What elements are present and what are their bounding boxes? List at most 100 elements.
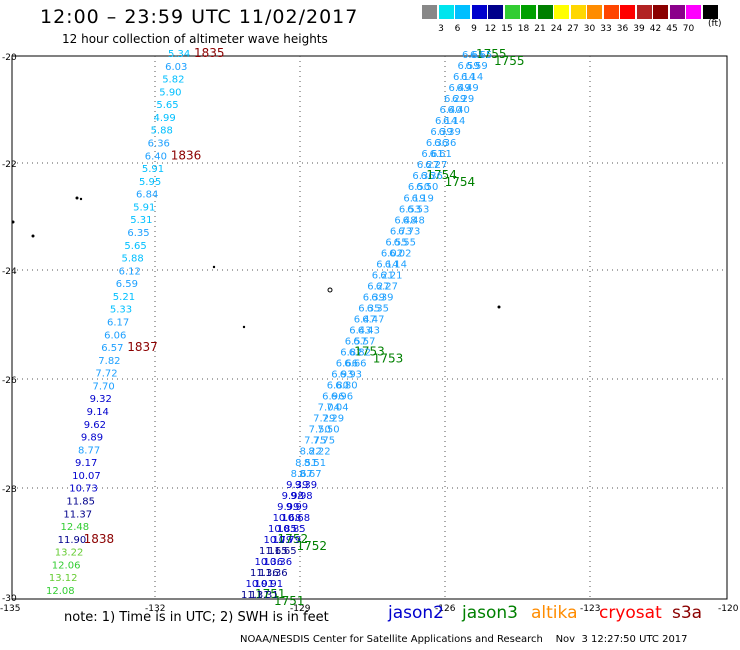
wave-height-label: 9.98 — [282, 491, 304, 502]
wave-height-label: 6.53 — [399, 204, 421, 215]
scale-swatch — [537, 5, 553, 19]
wave-height-label: 6.53 — [407, 204, 429, 215]
time-label: 1754 — [445, 175, 476, 189]
wave-height-label: 5.90 — [159, 87, 181, 98]
wave-height-label: 9.98 — [290, 491, 312, 502]
lat-label: -26 — [2, 376, 17, 386]
satellite-name-altika: altika — [531, 603, 578, 623]
scale-swatch — [438, 5, 454, 19]
wave-height-label: 5.65 — [156, 100, 178, 111]
scale-label: 9 — [471, 24, 477, 34]
wave-height-label: 6.21 — [380, 270, 402, 281]
time-label: 1753 — [354, 345, 385, 359]
wave-height-label: 6.39 — [430, 127, 452, 138]
satellite-name-s3a: s3a — [672, 603, 703, 623]
wave-height-label: 6.66 — [336, 359, 358, 370]
wave-height-label: 6.35 — [358, 303, 380, 314]
time-label: 1755 — [494, 54, 525, 68]
wave-height-label: 13.22 — [55, 548, 84, 559]
scale-swatch — [471, 5, 487, 19]
scale-swatch — [702, 5, 718, 19]
wave-height-label: 6.36 — [426, 138, 448, 149]
wave-height-label: 6.39 — [363, 292, 385, 303]
scale-label: 39 — [633, 24, 645, 34]
wave-height-label: 10.91 — [246, 579, 275, 590]
island — [327, 287, 333, 293]
wave-height-label: 6.19 — [403, 193, 425, 204]
wave-height-label: 6.59 — [116, 279, 138, 290]
scale-swatch — [570, 5, 586, 19]
time-label: 1754 — [426, 168, 457, 182]
wave-height-label: 10.07 — [72, 471, 101, 482]
wave-height-label: 10.68 — [273, 513, 302, 524]
wave-height-label: 7.50 — [317, 425, 339, 436]
wave-height-label: 4.99 — [153, 113, 175, 124]
scale-swatch — [587, 5, 602, 19]
wave-height-label: 8.51 — [295, 458, 317, 469]
scale-label: 30 — [583, 24, 596, 34]
wave-height-label: 6.14 — [435, 116, 457, 127]
wave-height-label: 7.75 — [313, 436, 335, 447]
wave-height-label: 6.48 — [403, 215, 425, 226]
wave-height-label: 5.88 — [151, 126, 173, 137]
wave-height-label: 6.02 — [381, 248, 403, 259]
wave-height-label: 11.36 — [250, 568, 279, 579]
wave-height-label: 6.80 — [327, 381, 349, 392]
wave-height-label: 6.21 — [372, 270, 394, 281]
wave-height-label: 6.65 — [462, 50, 484, 61]
scale-swatch — [620, 5, 635, 19]
wave-height-label: 6.43 — [358, 326, 380, 337]
wave-height-label: 6.27 — [417, 160, 439, 171]
wave-height-label: 9.17 — [75, 458, 97, 469]
wave-height-label: 11.31 — [250, 590, 279, 601]
wave-height-label: 6.27 — [425, 160, 447, 171]
wave-height-label: 6.03 — [165, 62, 187, 73]
wave-height-label: 6.40 — [448, 105, 470, 116]
wave-height-label: 6.61 — [421, 149, 443, 160]
wave-height-label: 13.12 — [49, 573, 78, 584]
wave-height-label: 5.82 — [162, 75, 184, 86]
wave-height-label: 6.50 — [408, 182, 430, 193]
time-label: 1753 — [373, 352, 404, 366]
wave-height-label: 11.85 — [66, 497, 95, 508]
scale-swatch — [521, 5, 536, 19]
wave-height-label: 6.80 — [335, 381, 357, 392]
wave-height-label: 6.47 — [362, 314, 384, 325]
wave-height-label: 6.82 — [340, 348, 362, 359]
islands — [11, 196, 501, 329]
wave-height-label: 8.67 — [299, 469, 321, 480]
wave-height-label: 6.27 — [367, 281, 389, 292]
lat-label: -28 — [2, 485, 17, 495]
wave-height-label: 5.95 — [139, 177, 161, 188]
lon-label: -120 — [718, 604, 739, 614]
wave-height-label: 9.99 — [277, 502, 299, 513]
wave-height-label: 6.59 — [466, 61, 488, 72]
wave-height-label: 6.82 — [349, 348, 371, 359]
wave-height-label: 6.29 — [444, 94, 466, 105]
wave-height-label: 6.14 — [443, 116, 465, 127]
wave-height-label: 6.40 — [145, 151, 167, 162]
lon-label: -123 — [580, 604, 600, 614]
wave-height-label: 9.99 — [286, 502, 308, 513]
scale-label: 6 — [454, 24, 461, 34]
wave-height-label: 6.14 — [385, 259, 407, 270]
time-label: 1755 — [476, 47, 507, 61]
wave-height-label: 8.51 — [304, 458, 326, 469]
scale-swatch — [455, 5, 470, 19]
wave-height-label: 11.90 — [58, 535, 87, 546]
wave-height-label: 5.34 — [168, 49, 190, 60]
lon-label: -129 — [290, 604, 311, 614]
wave-height-label: 6.14 — [453, 72, 475, 83]
wave-height-label: 6.59 — [457, 61, 479, 72]
lat-label: -20 — [2, 53, 17, 63]
footer-credit: NOAA/NESDIS Center for Satellite Applica… — [240, 634, 688, 645]
lon-label: -126 — [435, 604, 456, 614]
wave-height-label: 6.49 — [448, 83, 470, 94]
wave-height-label: 10.68 — [281, 513, 310, 524]
wave-height-label: 9.39 — [295, 480, 317, 491]
wave-height-label: 5.91 — [133, 202, 155, 213]
wave-height-label: 7.04 — [326, 403, 348, 414]
scale-label: 21 — [534, 24, 546, 34]
wave-height-label: 9.32 — [90, 394, 112, 405]
scale-label: 42 — [649, 24, 662, 34]
